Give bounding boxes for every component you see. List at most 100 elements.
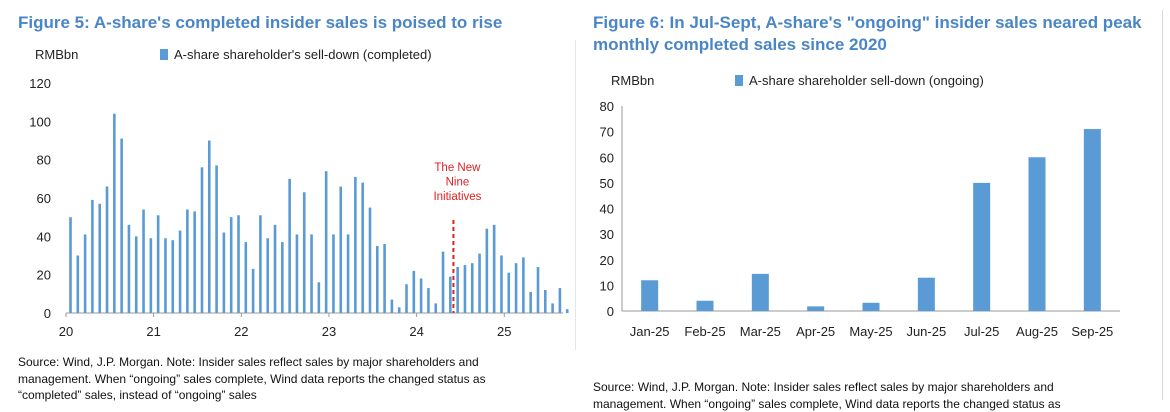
- bar: [157, 215, 160, 313]
- y-tick-label: 70: [600, 125, 614, 140]
- figure-5-panel: Figure 5: A-share's completed insider sa…: [0, 0, 575, 410]
- y-tick-label: 20: [600, 253, 614, 268]
- bar: [529, 292, 532, 313]
- bar: [918, 278, 935, 311]
- bar: [91, 200, 94, 313]
- bar: [208, 141, 211, 314]
- bar: [478, 254, 481, 313]
- source-line: Source: Wind, J.P. Morgan. Note: Insider…: [18, 354, 573, 371]
- bar: [507, 273, 510, 313]
- bar: [376, 246, 379, 313]
- source-line: Source: Wind, J.P. Morgan. Note: Insider…: [593, 379, 1133, 396]
- y-tick-label: 100: [29, 114, 51, 129]
- x-tick-label: Apr-25: [796, 324, 835, 339]
- bar: [973, 183, 990, 311]
- bar: [223, 233, 226, 314]
- bar: [420, 279, 423, 314]
- panel-divider: [575, 40, 576, 350]
- bar: [697, 301, 714, 311]
- bar: [113, 114, 116, 313]
- y-tick-label: 60: [37, 191, 51, 206]
- bar: [259, 215, 262, 313]
- bar: [515, 263, 518, 313]
- bar: [164, 238, 167, 313]
- bar: [252, 269, 255, 313]
- x-tick-label: 21: [146, 324, 160, 339]
- source-line: management. When “ongoing” sales complet…: [18, 371, 573, 388]
- x-tick-label: 23: [322, 324, 336, 339]
- bar: [522, 257, 525, 313]
- bar: [1084, 129, 1101, 311]
- bar: [325, 171, 328, 313]
- bar: [398, 307, 401, 313]
- bar: [201, 167, 204, 313]
- annotation-label: The New: [434, 162, 481, 174]
- bar: [1029, 157, 1046, 311]
- x-tick-label: Jun-25: [906, 324, 946, 339]
- bar: [318, 282, 321, 313]
- x-tick-label: 20: [59, 324, 73, 339]
- annotation-label: Nine: [446, 177, 470, 189]
- x-tick-label: May-25: [849, 324, 892, 339]
- bar: [179, 231, 182, 313]
- bar: [361, 183, 364, 313]
- x-tick-label: Aug-25: [1016, 324, 1058, 339]
- bar: [245, 242, 248, 313]
- figure-6-source: Source: Wind, J.P. Morgan. Note: Insider…: [593, 379, 1133, 412]
- y-tick-label: 10: [600, 278, 614, 293]
- bar: [405, 284, 408, 313]
- bar: [69, 217, 72, 313]
- bar: [98, 204, 101, 313]
- x-tick-label: Feb-25: [684, 324, 725, 339]
- bar: [310, 234, 313, 313]
- bar: [120, 139, 123, 313]
- bar: [456, 267, 459, 313]
- bar: [369, 208, 372, 313]
- bar: [281, 242, 284, 313]
- y-tick-label: 20: [37, 268, 51, 283]
- y-tick-label: 80: [600, 99, 614, 114]
- bar: [288, 179, 291, 313]
- bar: [339, 187, 342, 314]
- y-tick-label: 30: [600, 227, 614, 242]
- bar: [186, 210, 189, 314]
- y-tick-label: 40: [37, 229, 51, 244]
- right-frame-edge: [1150, 10, 1163, 400]
- bar: [559, 288, 562, 313]
- bar: [215, 165, 218, 313]
- bar: [434, 303, 437, 313]
- bar: [106, 187, 109, 314]
- bar: [566, 309, 569, 313]
- x-tick-label: 25: [497, 324, 511, 339]
- bar: [237, 215, 240, 313]
- bar: [551, 303, 554, 313]
- bar: [641, 280, 658, 311]
- bar: [493, 225, 496, 313]
- bar: [537, 267, 540, 313]
- x-tick-label: 24: [409, 324, 423, 339]
- y-tick-label: 60: [600, 150, 614, 165]
- bar: [471, 263, 474, 313]
- y-tick-label: 40: [600, 202, 614, 217]
- bar: [442, 252, 445, 313]
- x-tick-label: Sep-25: [1071, 324, 1113, 339]
- y-tick-label: 120: [29, 76, 51, 91]
- bar: [296, 234, 299, 313]
- bar: [500, 256, 503, 314]
- x-tick-label: 22: [234, 324, 248, 339]
- y-tick-label: 50: [600, 176, 614, 191]
- bar: [347, 234, 350, 313]
- bar: [464, 265, 467, 313]
- bar: [77, 256, 80, 314]
- figure-6-panel: Figure 6: In Jul-Sept, A-share's "ongoin…: [585, 0, 1170, 410]
- annotation-label: Initiatives: [433, 191, 481, 203]
- bar: [303, 192, 306, 313]
- y-tick-label: 80: [37, 153, 51, 168]
- bar: [142, 210, 145, 314]
- bar: [84, 234, 87, 313]
- bar: [807, 306, 824, 311]
- x-tick-label: Jul-25: [964, 324, 999, 339]
- bar: [274, 225, 277, 313]
